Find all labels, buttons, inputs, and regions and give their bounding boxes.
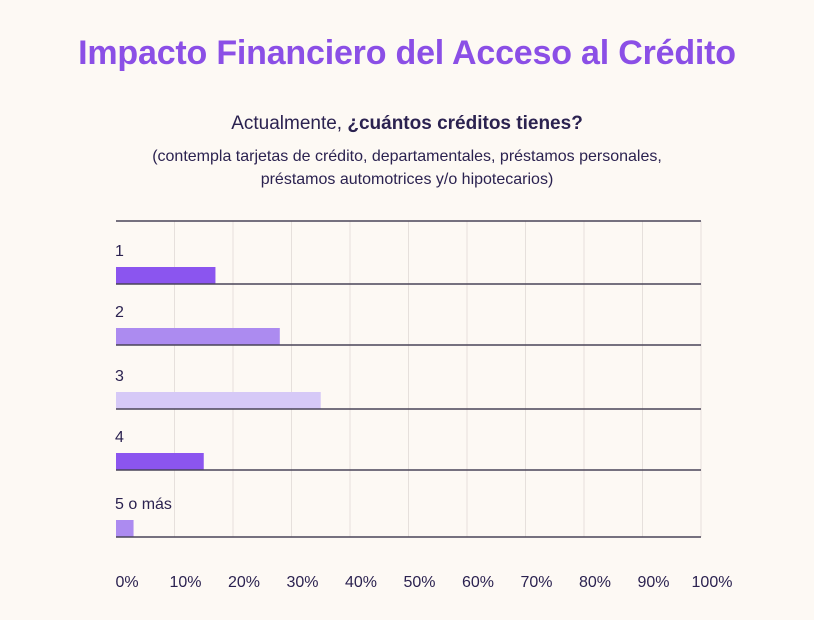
- x-tick-label: 40%: [345, 574, 377, 591]
- bar: [116, 392, 321, 409]
- bar: [116, 520, 134, 537]
- survey-note: (contempla tarjetas de crédito, departam…: [152, 148, 662, 188]
- question-prefix: Actualmente,: [231, 113, 348, 134]
- category-label: 3: [115, 368, 124, 385]
- chart-title: Impacto Financiero del Acceso al Crédito: [78, 34, 736, 72]
- survey-question: Actualmente, ¿cuántos créditos tienes?: [0, 113, 814, 135]
- category-label: 4: [115, 429, 124, 446]
- x-tick-label: 70%: [520, 574, 552, 591]
- question-bold: ¿cuántos créditos tienes?: [347, 113, 583, 134]
- category-label: 1: [115, 243, 124, 260]
- bar: [116, 267, 216, 284]
- x-tick-label: 30%: [286, 574, 318, 591]
- category-label: 2: [115, 304, 124, 321]
- x-tick-label: 90%: [637, 574, 669, 591]
- x-tick-label: 0%: [115, 574, 138, 591]
- x-tick-label: 50%: [403, 574, 435, 591]
- bar: [116, 328, 280, 345]
- x-tick-label: 20%: [228, 574, 260, 591]
- category-label: 5 o más: [115, 496, 172, 513]
- x-tick-label: 100%: [692, 574, 733, 591]
- x-tick-label: 60%: [462, 574, 494, 591]
- bar: [116, 453, 204, 470]
- x-tick-label: 10%: [169, 574, 201, 591]
- x-tick-label: 80%: [579, 574, 611, 591]
